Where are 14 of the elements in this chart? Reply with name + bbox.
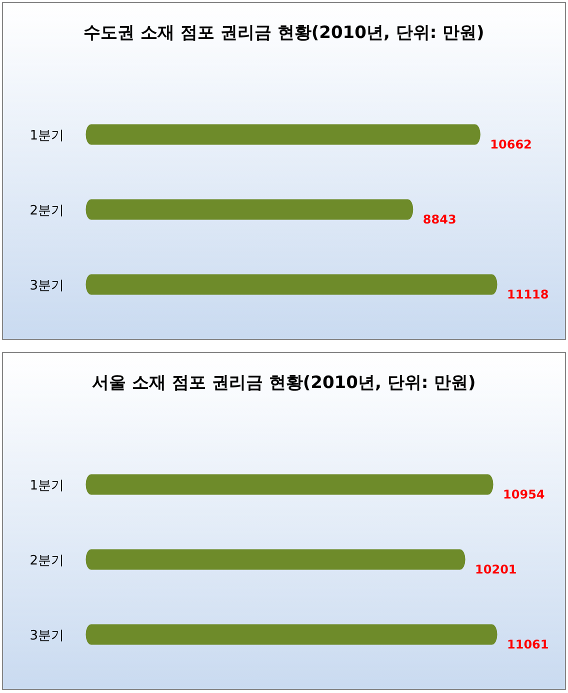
chart-title: 서울 소재 점포 권리금 현황(2010년, 단위: 만원) (92, 373, 476, 393)
y-tick-label: 3분기 (30, 628, 64, 644)
y-tick-label: 1분기 (30, 478, 64, 494)
y-tick-label: 2분기 (30, 554, 64, 568)
y-tick-label: 2분기 (30, 204, 64, 218)
data-label: 10201 (475, 562, 517, 576)
y-tick-label: 1분기 (30, 128, 64, 144)
data-label: 10954 (503, 488, 545, 502)
data-label: 8843 (422, 212, 456, 226)
data-label: 10662 (490, 138, 532, 152)
data-label: 11061 (507, 638, 549, 652)
chart-title: 수도권 소재 점포 권리금 현황(2010년, 단위: 만원) (84, 23, 484, 43)
data-label: 11118 (507, 288, 549, 302)
y-tick-label: 3분기 (30, 278, 64, 294)
